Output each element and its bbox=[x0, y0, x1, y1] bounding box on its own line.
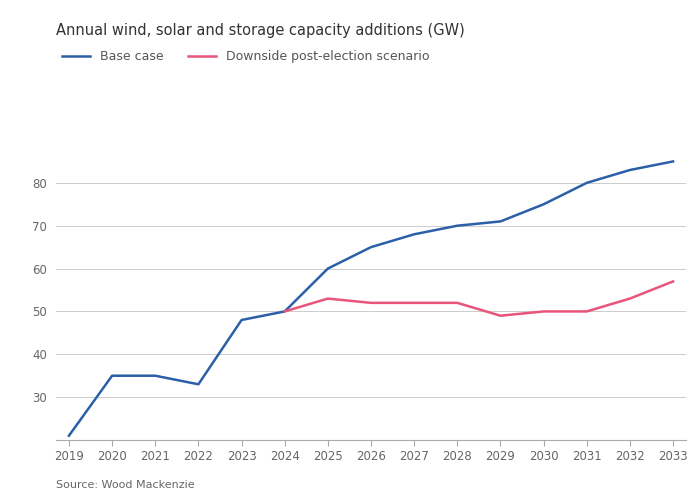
Base case bbox=[281, 308, 289, 314]
Base case bbox=[194, 382, 202, 388]
Base case bbox=[367, 244, 375, 250]
Downside post-election scenario bbox=[453, 300, 461, 306]
Downside post-election scenario bbox=[281, 308, 289, 314]
Line: Base case: Base case bbox=[69, 162, 673, 436]
Base case bbox=[108, 372, 116, 378]
Base case bbox=[151, 372, 160, 378]
Base case bbox=[669, 158, 678, 164]
Legend: Base case, Downside post-election scenario: Base case, Downside post-election scenar… bbox=[62, 50, 429, 63]
Downside post-election scenario bbox=[496, 312, 505, 318]
Downside post-election scenario bbox=[582, 308, 591, 314]
Base case bbox=[582, 180, 591, 186]
Downside post-election scenario bbox=[367, 300, 375, 306]
Base case bbox=[626, 167, 634, 173]
Base case bbox=[237, 317, 246, 323]
Base case bbox=[540, 202, 548, 207]
Downside post-election scenario bbox=[323, 296, 332, 302]
Downside post-election scenario bbox=[669, 278, 678, 284]
Downside post-election scenario bbox=[626, 296, 634, 302]
Base case bbox=[64, 432, 73, 438]
Text: Source: Wood Mackenzie: Source: Wood Mackenzie bbox=[56, 480, 195, 490]
Line: Downside post-election scenario: Downside post-election scenario bbox=[285, 282, 673, 316]
Base case bbox=[323, 266, 332, 272]
Base case bbox=[410, 232, 419, 237]
Text: Annual wind, solar and storage capacity additions (GW): Annual wind, solar and storage capacity … bbox=[56, 22, 465, 38]
Downside post-election scenario bbox=[540, 308, 548, 314]
Base case bbox=[453, 222, 461, 228]
Base case bbox=[496, 218, 505, 224]
Downside post-election scenario bbox=[410, 300, 419, 306]
